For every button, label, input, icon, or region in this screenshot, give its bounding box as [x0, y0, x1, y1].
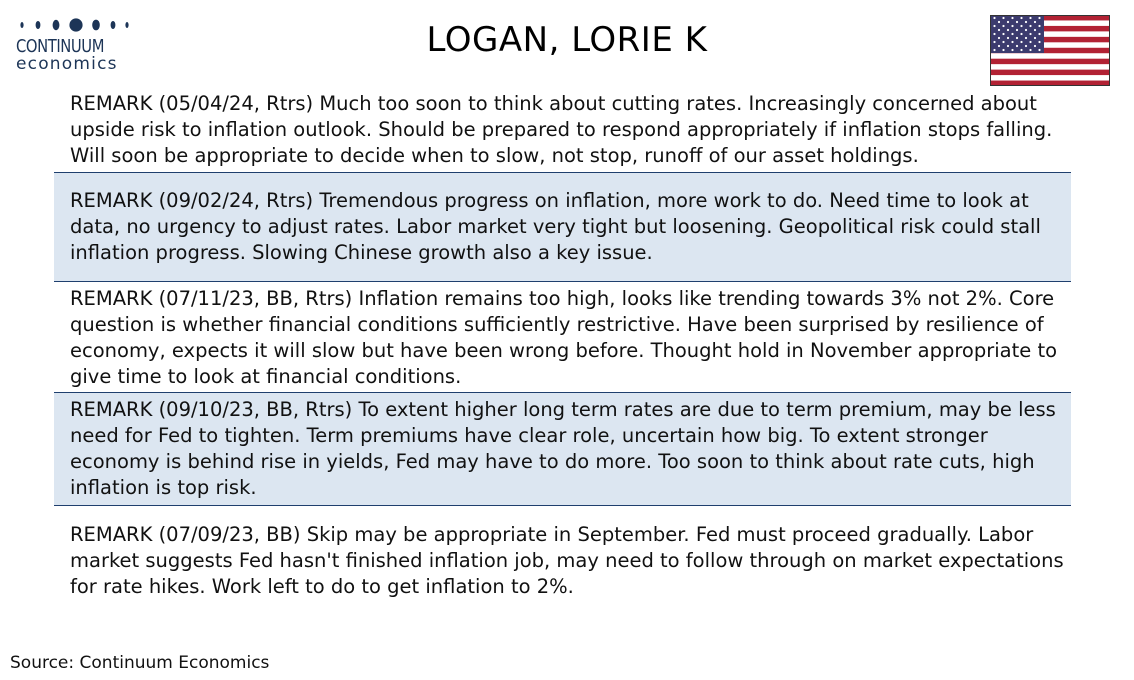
logo-text-economics: economics: [16, 54, 118, 74]
us-flag-icon: [990, 15, 1110, 86]
remark-text: REMARK (07/11/23, BB, Rtrs) Inflation re…: [70, 287, 1058, 388]
remark-item: REMARK (05/04/24, Rtrs) Much too soon to…: [54, 90, 1071, 173]
remarks-list: REMARK (05/04/24, Rtrs) Much too soon to…: [54, 90, 1071, 602]
remark-text: REMARK (09/02/24, Rtrs) Tremendous progr…: [70, 189, 1041, 264]
remark-item: REMARK (07/11/23, BB, Rtrs) Inflation re…: [54, 282, 1071, 393]
page-title: LOGAN, LORIE K: [426, 20, 708, 60]
remark-item: REMARK (09/02/24, Rtrs) Tremendous progr…: [54, 173, 1071, 282]
remark-item: REMARK (09/10/23, BB, Rtrs) To extent hi…: [54, 393, 1071, 506]
source-note: Source: Continuum Economics: [10, 653, 270, 673]
logo-text-continuum: CONTINUUM: [16, 36, 105, 57]
remark-text: REMARK (09/10/23, BB, Rtrs) To extent hi…: [70, 398, 1056, 499]
continuum-economics-logo: CONTINUUM economics: [16, 14, 136, 76]
remark-text: REMARK (05/04/24, Rtrs) Much too soon to…: [70, 92, 1053, 167]
remark-text: REMARK (07/09/23, BB) Skip may be approp…: [70, 523, 1064, 598]
remark-item: REMARK (07/09/23, BB) Skip may be approp…: [54, 506, 1071, 602]
logo-dots-icon: [20, 18, 129, 32]
